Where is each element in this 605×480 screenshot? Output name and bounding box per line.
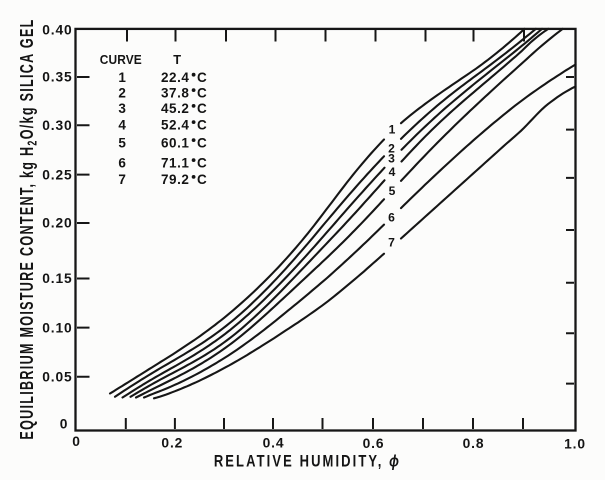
svg-text:RELATIVE HUMIDITY, ϕ: RELATIVE HUMIDITY, ϕ (214, 453, 399, 471)
svg-text:CURVE: CURVE (100, 52, 142, 67)
svg-text:6: 6 (388, 211, 395, 225)
svg-text:0.05: 0.05 (42, 370, 72, 385)
svg-text:7: 7 (118, 172, 126, 187)
svg-text:0.15: 0.15 (42, 271, 72, 286)
svg-text:0.8: 0.8 (463, 436, 485, 451)
svg-text:0.25: 0.25 (42, 167, 72, 182)
svg-text:0.35: 0.35 (42, 70, 72, 85)
svg-text:C: C (197, 135, 207, 150)
svg-text:C: C (197, 70, 207, 85)
svg-text:4: 4 (389, 165, 396, 179)
svg-text:3: 3 (118, 101, 126, 116)
svg-text:C: C (197, 101, 207, 116)
svg-text:2: 2 (118, 85, 126, 100)
svg-text:C: C (197, 85, 207, 100)
svg-text:1: 1 (118, 70, 126, 85)
svg-text:1.0: 1.0 (564, 437, 586, 452)
svg-text:5: 5 (118, 135, 126, 150)
svg-text:0.20: 0.20 (42, 216, 72, 231)
svg-text:0: 0 (72, 434, 81, 449)
svg-text:0.10: 0.10 (42, 320, 72, 335)
svg-text:1: 1 (389, 123, 396, 137)
svg-text:3: 3 (388, 152, 395, 166)
svg-text:0: 0 (60, 417, 69, 432)
svg-text:0.6: 0.6 (363, 436, 385, 451)
svg-text:5: 5 (389, 184, 396, 198)
svg-text:0.4: 0.4 (263, 436, 285, 451)
svg-text:52.4: 52.4 (161, 117, 189, 132)
svg-text:0.40: 0.40 (42, 23, 72, 38)
svg-text:T: T (173, 52, 181, 67)
svg-text:71.1: 71.1 (161, 155, 189, 170)
svg-text:45.2: 45.2 (161, 101, 189, 116)
svg-text:2: 2 (388, 141, 395, 155)
svg-text:6: 6 (118, 155, 126, 170)
svg-text:0.2: 0.2 (161, 436, 183, 451)
svg-text:22.4: 22.4 (161, 70, 189, 85)
svg-text:79.2: 79.2 (161, 172, 189, 187)
svg-text:37.8: 37.8 (161, 85, 189, 100)
svg-text:0.30: 0.30 (42, 118, 72, 133)
svg-text:EQUILIBRIUM MOISTURE CONTENT,: EQUILIBRIUM MOISTURE CONTENT, kg H2O/kg … (18, 18, 40, 439)
svg-text:4: 4 (118, 117, 126, 132)
svg-text:C: C (197, 155, 207, 170)
svg-text:7: 7 (388, 236, 395, 250)
svg-text:C: C (197, 117, 207, 132)
svg-text:C: C (197, 172, 207, 187)
svg-text:60.1: 60.1 (161, 135, 189, 150)
